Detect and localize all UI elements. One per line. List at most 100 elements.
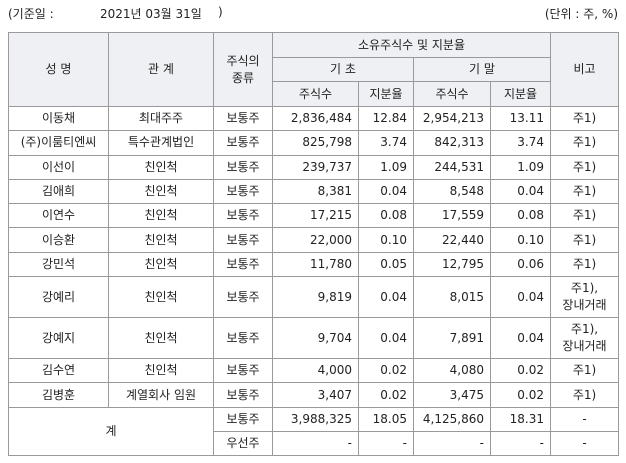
table-cell: 9,704 [272, 317, 359, 360]
table-cell: 보통주 [213, 276, 273, 319]
table-row: 김병훈 계열회사 임원 보통주 3,407 0.02 3,475 0.02 주1) [8, 382, 619, 408]
table-cell: 8,548 [413, 178, 491, 205]
table-cell: 이승환 [8, 227, 109, 253]
table-cell: 0.05 [358, 251, 414, 278]
total-label: 계 [8, 406, 214, 456]
table-cell: 3.74 [490, 130, 551, 156]
table-cell: 주1) [550, 178, 619, 205]
table-cell: 3.74 [358, 130, 414, 156]
table-cell: 0.04 [358, 317, 414, 360]
table-cell: 18.31 [490, 406, 551, 432]
table-cell: 친인척 [108, 276, 214, 319]
date: 2021년 03월 31일 [100, 7, 202, 21]
table-cell: 0.04 [358, 276, 414, 319]
table-cell: - [550, 430, 619, 456]
table-cell: 0.04 [490, 317, 551, 360]
table-cell: 우선주 [213, 430, 273, 456]
table-cell: 0.02 [358, 382, 414, 408]
header-cell: 주식수 [413, 81, 491, 107]
header-cell: 기 초 [272, 57, 414, 82]
table-cell: 12.84 [358, 105, 414, 132]
table-cell: - [358, 430, 414, 456]
date-label: (기준일 : [8, 7, 54, 21]
table-cell: 17,559 [413, 203, 491, 229]
table-cell: 김애희 [8, 178, 109, 205]
table-cell: 보통주 [213, 203, 273, 229]
table-cell: - [413, 430, 491, 456]
table-cell: 보통주 [213, 358, 273, 384]
table-cell: 강민석 [8, 251, 109, 278]
table-cell: 0.06 [490, 251, 551, 278]
table-cell: 842,313 [413, 130, 491, 156]
date-close: ) [218, 5, 223, 19]
table-cell: 0.02 [490, 358, 551, 384]
header-cell: 지분율 [490, 81, 551, 107]
table-cell: 18.05 [358, 406, 414, 432]
table-row: (주)이룸티엔씨 특수관계법인 보통주 825,798 3.74 842,313 3.74 주… [8, 130, 619, 156]
table-cell: 주1), 장내거래 [550, 317, 619, 360]
table-cell: 0.04 [358, 178, 414, 205]
header-cell: 주식의 종류 [213, 32, 273, 107]
table-cell: 9,819 [272, 276, 359, 319]
table-cell: 주1) [550, 105, 619, 132]
table-cell: 친인척 [108, 154, 214, 180]
table-row: 강민석 친인척 보통주 11,780 0.05 12,795 0.06 주1) [8, 251, 619, 278]
table-cell: 친인척 [108, 178, 214, 205]
table-row: 강예리 친인척 보통주 9,819 0.04 8,015 0.04 주1), 장내거래 [8, 276, 619, 319]
table-cell: 친인척 [108, 317, 214, 360]
table-row: 이선이 친인척 보통주 239,737 1.09 244,531 1.09 주1) [8, 154, 619, 180]
table-cell: 주1) [550, 251, 619, 278]
table-cell: 친인척 [108, 358, 214, 384]
table-cell: 0.02 [490, 382, 551, 408]
table-cell: 보통주 [213, 105, 273, 132]
table-cell: 친인척 [108, 203, 214, 229]
table-cell: 239,737 [272, 154, 359, 180]
table-cell: 2,954,213 [413, 105, 491, 132]
header-cell: 주식수 [272, 81, 359, 107]
table-cell: 7,891 [413, 317, 491, 360]
table-cell: 강예리 [8, 276, 109, 319]
header-cell: 성 명 [8, 32, 109, 107]
table-cell: 0.10 [358, 227, 414, 253]
table-row: 김수연 친인척 보통주 4,000 0.02 4,080 0.02 주1) [8, 358, 619, 384]
table-cell: 강예지 [8, 317, 109, 360]
table-cell: 8,015 [413, 276, 491, 319]
table-cell: 보통주 [213, 130, 273, 156]
header-cell: 소유주식수 및 지분율 [272, 32, 551, 58]
table-cell: 3,988,325 [272, 406, 359, 432]
table-cell: 825,798 [272, 130, 359, 156]
table-cell: 13.11 [490, 105, 551, 132]
table-cell: 친인척 [108, 227, 214, 253]
table-cell: 주1) [550, 203, 619, 229]
table-cell: 8,381 [272, 178, 359, 205]
table-cell: 0.08 [490, 203, 551, 229]
table-cell: 특수관계법인 [108, 130, 214, 156]
table-cell: 12,795 [413, 251, 491, 278]
table-cell: 4,000 [272, 358, 359, 384]
table-cell: 22,000 [272, 227, 359, 253]
table-cell: 친인척 [108, 251, 214, 278]
table-cell: 보통주 [213, 251, 273, 278]
table-cell: 보통주 [213, 382, 273, 408]
table-cell: 보통주 [213, 227, 273, 253]
table-row: 계 보통주 3,988,325 18.05 4,125,860 18.31- [8, 406, 619, 456]
table-cell: 22,440 [413, 227, 491, 253]
unit: (단위 : 주, %) [544, 7, 618, 21]
table-cell: 주1) [550, 130, 619, 156]
table-cell: 0.10 [490, 227, 551, 253]
table-cell: 4,125,860 [413, 406, 491, 432]
table-cell: 0.04 [490, 276, 551, 319]
table-cell: 3,407 [272, 382, 359, 408]
table-cell: 17,215 [272, 203, 359, 229]
table-cell: - [272, 430, 359, 456]
table-cell: 주1) [550, 154, 619, 180]
table-cell: 계열회사 임원 [108, 382, 214, 408]
table-row: 이승환 친인척 보통주 22,000 0.10 22,440 0.10 주1) [8, 227, 619, 253]
table-cell: 3,475 [413, 382, 491, 408]
table-cell: 0.08 [358, 203, 414, 229]
table-cell: 이동채 [8, 105, 109, 132]
table-cell: 김병훈 [8, 382, 109, 408]
